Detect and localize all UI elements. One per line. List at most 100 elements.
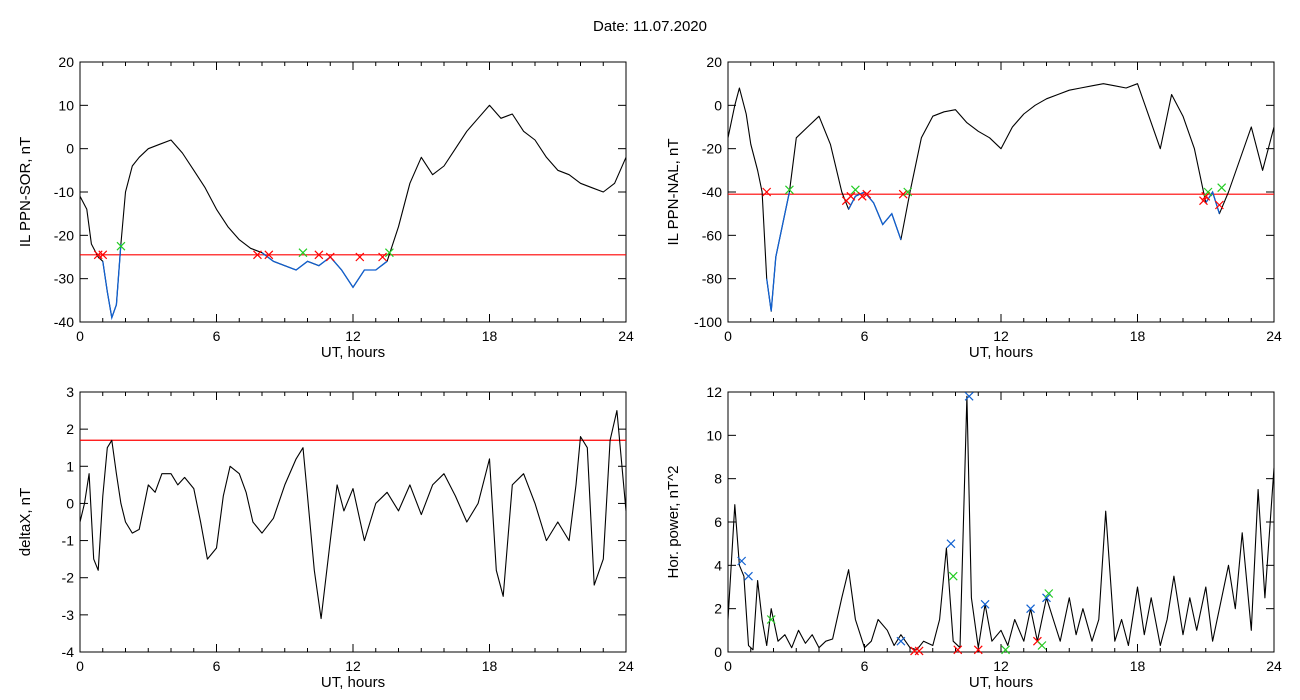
y-tick-label: -20 — [54, 227, 74, 243]
x-tick-label: 18 — [1130, 658, 1146, 674]
cross-marker — [862, 189, 872, 199]
y-tick-label: -80 — [702, 271, 722, 287]
plot-frame — [79, 61, 627, 323]
y-tick-label: 0 — [714, 644, 722, 660]
cross-stroke — [857, 191, 867, 201]
cross-marker — [1201, 191, 1211, 201]
y-tick-label: 0 — [66, 495, 74, 511]
x-axis-label: UT, hours — [321, 674, 385, 691]
cross-stroke — [264, 250, 274, 260]
y-tick-label: -20 — [702, 141, 722, 157]
plot-frame — [727, 61, 1275, 323]
highlight-segment — [766, 191, 791, 312]
plot-frame — [79, 391, 627, 653]
x-tick-label: 6 — [861, 658, 869, 674]
x-tick-label: 18 — [482, 658, 498, 674]
cross-stroke — [314, 250, 324, 260]
cross-marker — [744, 571, 753, 581]
x-tick-label: 6 — [213, 658, 221, 674]
cross-stroke — [914, 646, 924, 656]
cross-marker — [384, 248, 394, 258]
cross-stroke — [98, 250, 108, 260]
y-tick-label: -4 — [62, 644, 75, 660]
y-axis-label: IL PPN-NAL, nT — [665, 139, 682, 246]
cross-stroke — [355, 252, 365, 262]
cross-stroke — [850, 185, 860, 195]
x-tick-label: 24 — [618, 328, 634, 344]
cross-marker — [1199, 196, 1208, 206]
cross-stroke — [980, 599, 990, 609]
y-tick-label: 2 — [714, 601, 722, 617]
x-tick-label: 6 — [213, 328, 221, 344]
x-tick-label: 12 — [993, 328, 1009, 344]
x-tick-label: 0 — [724, 328, 732, 344]
x-tick-label: 24 — [618, 658, 634, 674]
chart-panel-2: 0 6 12 18 24 -100 -80 -60 -40 -20 0 20 UT, hours IL P… — [665, 54, 1282, 361]
y-tick-label: -100 — [694, 314, 722, 330]
cross-marker — [948, 571, 958, 581]
y-tick-label: 6 — [714, 514, 722, 530]
cross-marker — [785, 185, 794, 195]
y-axis-label: Hor. power, nT^2 — [665, 466, 682, 579]
cross-stroke — [116, 241, 126, 251]
cross-marker — [898, 189, 908, 199]
cross-stroke — [964, 391, 974, 401]
x-tick-label: 18 — [1130, 328, 1146, 344]
x-tick-label: 24 — [1266, 328, 1282, 344]
cross-marker — [964, 391, 974, 401]
cross-marker — [98, 250, 108, 260]
highlight-segment — [848, 191, 902, 240]
cross-stroke — [384, 248, 394, 258]
cross-marker — [1214, 200, 1224, 210]
cross-marker — [314, 250, 324, 260]
cross-marker — [1217, 183, 1227, 193]
x-tick-label: 0 — [76, 328, 84, 344]
cross-marker — [1203, 187, 1213, 197]
cross-stroke — [1199, 196, 1208, 206]
cross-stroke — [973, 645, 983, 655]
x-tick-label: 24 — [1266, 658, 1282, 674]
x-tick-label: 18 — [482, 328, 498, 344]
highlight-segment — [261, 252, 388, 289]
cross-stroke — [1032, 636, 1042, 646]
y-tick-label: -2 — [62, 570, 75, 586]
y-tick-label: -40 — [702, 184, 722, 200]
cross-marker — [1001, 645, 1010, 655]
x-tick-label: 6 — [861, 328, 869, 344]
cross-marker — [1044, 589, 1054, 598]
cross-stroke — [846, 191, 856, 201]
x-axis-label: UT, hours — [969, 674, 1033, 691]
x-axis-label: UT, hours — [321, 344, 385, 361]
cross-stroke — [1203, 187, 1213, 197]
y-tick-label: -3 — [62, 607, 75, 623]
cross-marker — [914, 646, 924, 656]
cross-stroke — [737, 556, 747, 566]
cross-stroke — [298, 248, 308, 258]
cross-marker — [973, 645, 983, 655]
plot-frame — [727, 391, 1275, 653]
cross-marker — [762, 187, 772, 197]
y-tick-label: 0 — [714, 97, 722, 113]
chart-panel-1: 0 6 12 18 24 -40 -30 -20 -10 0 10 20 UT, hours IL PPN… — [17, 54, 634, 361]
cross-marker — [896, 636, 906, 646]
cross-marker — [325, 252, 335, 262]
cross-marker — [766, 615, 776, 624]
cross-marker — [1037, 641, 1047, 650]
data-series-line — [79, 410, 627, 620]
y-tick-label: 0 — [66, 141, 74, 157]
x-tick-label: 12 — [993, 658, 1009, 674]
cross-stroke — [785, 185, 794, 195]
y-tick-label: 3 — [66, 384, 74, 400]
cross-marker — [946, 539, 956, 549]
cross-marker — [910, 646, 919, 656]
cross-stroke — [946, 539, 956, 549]
y-tick-label: 8 — [714, 471, 722, 487]
cross-stroke — [744, 571, 753, 581]
cross-marker — [857, 191, 867, 201]
y-tick-label: 1 — [66, 458, 74, 474]
cross-stroke — [1001, 645, 1010, 655]
x-tick-label: 12 — [345, 658, 361, 674]
